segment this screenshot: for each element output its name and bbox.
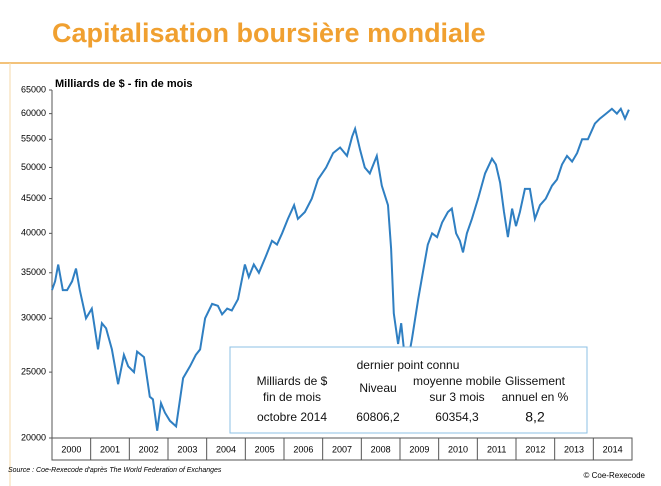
x-tick-label: 2002 [139, 444, 159, 454]
copyright: © Coe-Rexecode [584, 471, 646, 480]
y-tick-label: 60000 [21, 108, 46, 118]
y-tick-label: 40000 [21, 228, 46, 238]
x-tick-label: 2005 [255, 444, 275, 454]
y-tick-label: 25000 [21, 366, 46, 376]
y-tick-label: 35000 [21, 267, 46, 277]
table-header: moyenne mobile [413, 374, 501, 388]
x-tick-label: 2003 [177, 444, 197, 454]
y-tick-label: 20000 [21, 432, 46, 442]
table-header: Milliards de $ [257, 374, 328, 388]
x-tick-label: 2009 [409, 444, 429, 454]
table-caption: dernier point connu [357, 358, 460, 372]
x-tick-label: 2010 [448, 444, 468, 454]
y-tick-label: 45000 [21, 193, 46, 203]
table-header: fin de mois [263, 390, 321, 404]
x-axis-box [51, 437, 633, 461]
x-tick-label: 2011 [487, 444, 506, 454]
x-tick-label: 2013 [564, 444, 584, 454]
chart-title: Capitalisation boursière mondiale [52, 18, 486, 48]
x-tick-label: 2000 [61, 444, 81, 454]
table-box [229, 346, 588, 434]
table-header: Glissement [505, 374, 566, 388]
table-header: annuel en % [502, 390, 569, 404]
data-line [51, 106, 630, 431]
x-tick-label: 2001 [100, 444, 120, 454]
y-tick-label: 50000 [21, 162, 46, 172]
table-header: sur 3 mois [429, 390, 484, 404]
x-tick-label: 2007 [332, 444, 352, 454]
table-cell: 60354,3 [435, 410, 479, 424]
x-tick-label: 2014 [603, 444, 623, 454]
x-tick-label: 2004 [216, 444, 236, 454]
table-cell: octobre 2014 [257, 410, 327, 424]
x-tick-label: 2012 [525, 444, 545, 454]
table-cell: 8,2 [525, 409, 545, 425]
y-tick-label: 65000 [21, 84, 46, 94]
y-tick-label: 30000 [21, 313, 46, 323]
y-tick-label: 55000 [21, 134, 46, 144]
source: Source : Coe-Rexecode d'après The World … [8, 467, 222, 474]
x-tick-label: 2006 [293, 444, 313, 454]
y-axis-label: Milliards de $ - fin de mois [55, 78, 193, 90]
x-tick-label: 2008 [371, 444, 391, 454]
table-cell: 60806,2 [356, 410, 400, 424]
table-header: Niveau [359, 381, 396, 395]
